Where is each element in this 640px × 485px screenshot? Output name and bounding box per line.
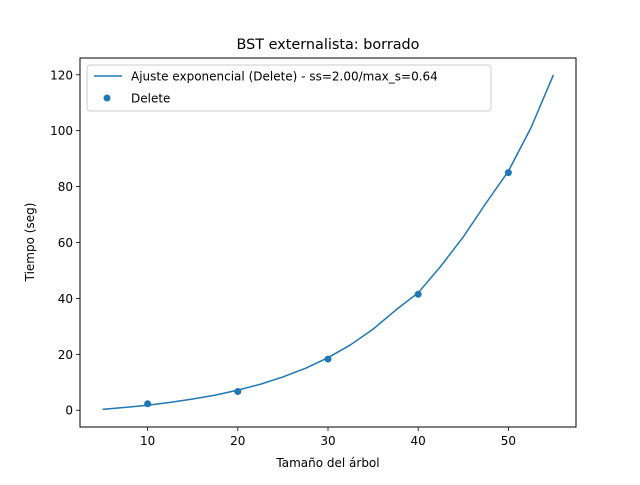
x-tick-label: 50 <box>501 434 516 448</box>
y-axis-label: Tiempo (seg) <box>23 203 37 283</box>
data-point <box>144 400 152 408</box>
data-point <box>324 355 332 363</box>
x-tick-label: 20 <box>230 434 245 448</box>
legend: Ajuste exponencial (Delete) - ss=2.00/ma… <box>86 64 492 112</box>
ticks-layer: 10 20 30 40 50 0 20 40 60 80 100 120 <box>50 68 516 448</box>
y-tick-label: 0 <box>65 404 73 418</box>
data-point <box>504 169 512 177</box>
plot-layer <box>102 74 555 411</box>
axes-frame <box>79 57 577 428</box>
data-point <box>414 290 422 298</box>
data-point <box>234 388 242 395</box>
y-tick-label: 80 <box>58 180 73 194</box>
legend-label-fit: Ajuste exponencial (Delete) - ss=2.00/ma… <box>131 70 438 84</box>
x-tick-label: 40 <box>411 434 426 448</box>
x-tick-label: 10 <box>140 434 155 448</box>
x-axis-label: Tamaño del árbol <box>275 456 379 470</box>
y-tick-label: 20 <box>58 348 73 362</box>
y-tick-label: 40 <box>58 292 73 306</box>
chart-title: BST externalista: borrado <box>237 37 420 53</box>
y-tick-label: 60 <box>58 236 73 250</box>
legend-label-points: Delete <box>131 92 170 106</box>
y-tick-label: 100 <box>50 124 73 138</box>
legend-box <box>86 64 492 112</box>
y-tick-label: 120 <box>50 68 73 82</box>
legend-marker-swatch <box>103 94 111 102</box>
x-tick-label: 30 <box>320 434 335 448</box>
